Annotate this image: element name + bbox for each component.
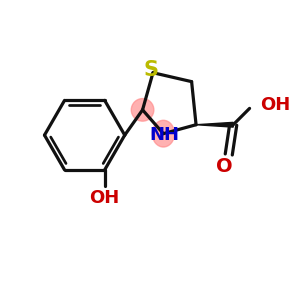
Text: OH: OH	[89, 188, 120, 206]
Polygon shape	[196, 122, 233, 127]
Text: S: S	[144, 60, 159, 80]
Text: O: O	[216, 158, 232, 176]
Text: OH: OH	[260, 96, 290, 114]
Ellipse shape	[152, 120, 175, 147]
Circle shape	[131, 99, 154, 121]
Text: NH: NH	[150, 126, 180, 144]
